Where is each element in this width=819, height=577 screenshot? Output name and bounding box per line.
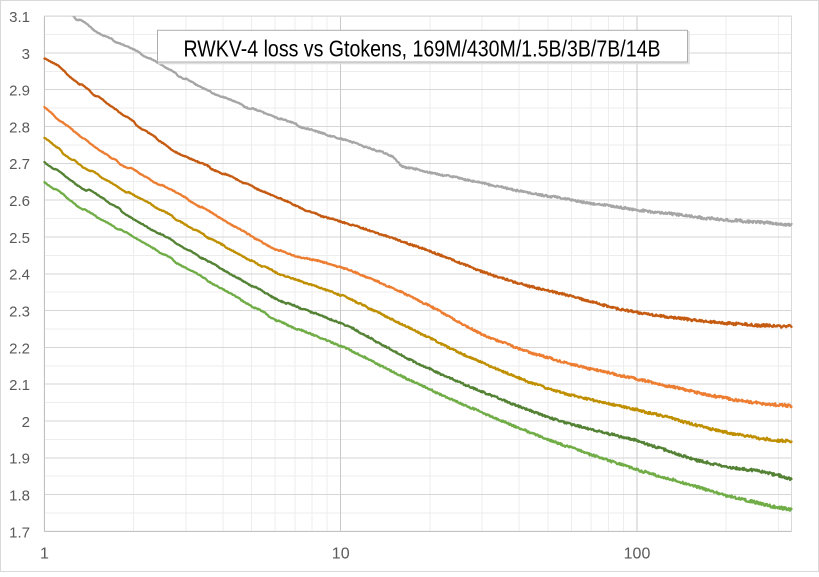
svg-text:2.1: 2.1	[9, 377, 30, 394]
svg-text:3: 3	[22, 46, 30, 63]
svg-text:2.8: 2.8	[9, 119, 30, 136]
svg-text:1: 1	[40, 546, 49, 563]
svg-text:1.7: 1.7	[9, 524, 30, 541]
svg-text:2.9: 2.9	[9, 83, 30, 100]
svg-text:2.3: 2.3	[9, 304, 30, 321]
svg-text:2.2: 2.2	[9, 340, 30, 357]
svg-text:100: 100	[624, 546, 651, 563]
svg-text:1.9: 1.9	[9, 451, 30, 468]
svg-text:2.4: 2.4	[9, 267, 30, 284]
svg-text:RWKV-4 loss vs Gtokens, 169M/4: RWKV-4 loss vs Gtokens, 169M/430M/1.5B/3…	[184, 35, 661, 61]
svg-text:3.1: 3.1	[9, 9, 30, 26]
svg-text:2: 2	[22, 414, 30, 431]
svg-text:2.7: 2.7	[9, 156, 30, 173]
svg-text:1.8: 1.8	[9, 488, 30, 505]
svg-text:2.6: 2.6	[9, 193, 30, 210]
svg-text:2.5: 2.5	[9, 230, 30, 247]
svg-text:10: 10	[332, 546, 350, 563]
